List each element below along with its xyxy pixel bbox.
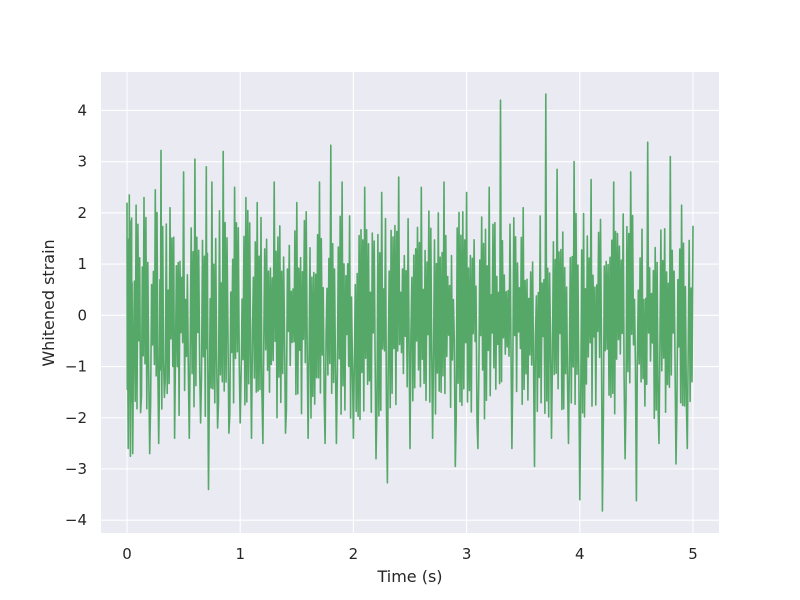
y-tick-label: 4 [77, 101, 87, 119]
y-tick-label: 2 [77, 204, 87, 222]
y-axis-label: Whitened strain [39, 239, 58, 366]
x-tick-label: 5 [688, 545, 698, 563]
x-axis-label: Time (s) [376, 567, 442, 586]
x-tick-label: 2 [349, 545, 359, 563]
x-axis-ticks: 0 1 2 3 4 5 [122, 545, 697, 563]
series-line [126, 93, 694, 512]
y-tick-label: −4 [65, 511, 87, 529]
x-tick-label: 3 [462, 545, 472, 563]
x-tick-label: 1 [235, 545, 245, 563]
y-tick-label: −3 [65, 460, 87, 478]
x-tick-label: 0 [122, 545, 132, 563]
y-tick-label: −2 [65, 409, 87, 427]
y-tick-label: −1 [65, 358, 87, 376]
y-tick-label: 1 [77, 255, 87, 273]
y-tick-label: 0 [77, 306, 87, 324]
y-tick-label: 3 [77, 153, 87, 171]
y-axis-ticks: −4 −3 −2 −1 0 1 2 3 4 [65, 101, 87, 529]
x-tick-label: 4 [575, 545, 585, 563]
series-layer [126, 93, 694, 512]
